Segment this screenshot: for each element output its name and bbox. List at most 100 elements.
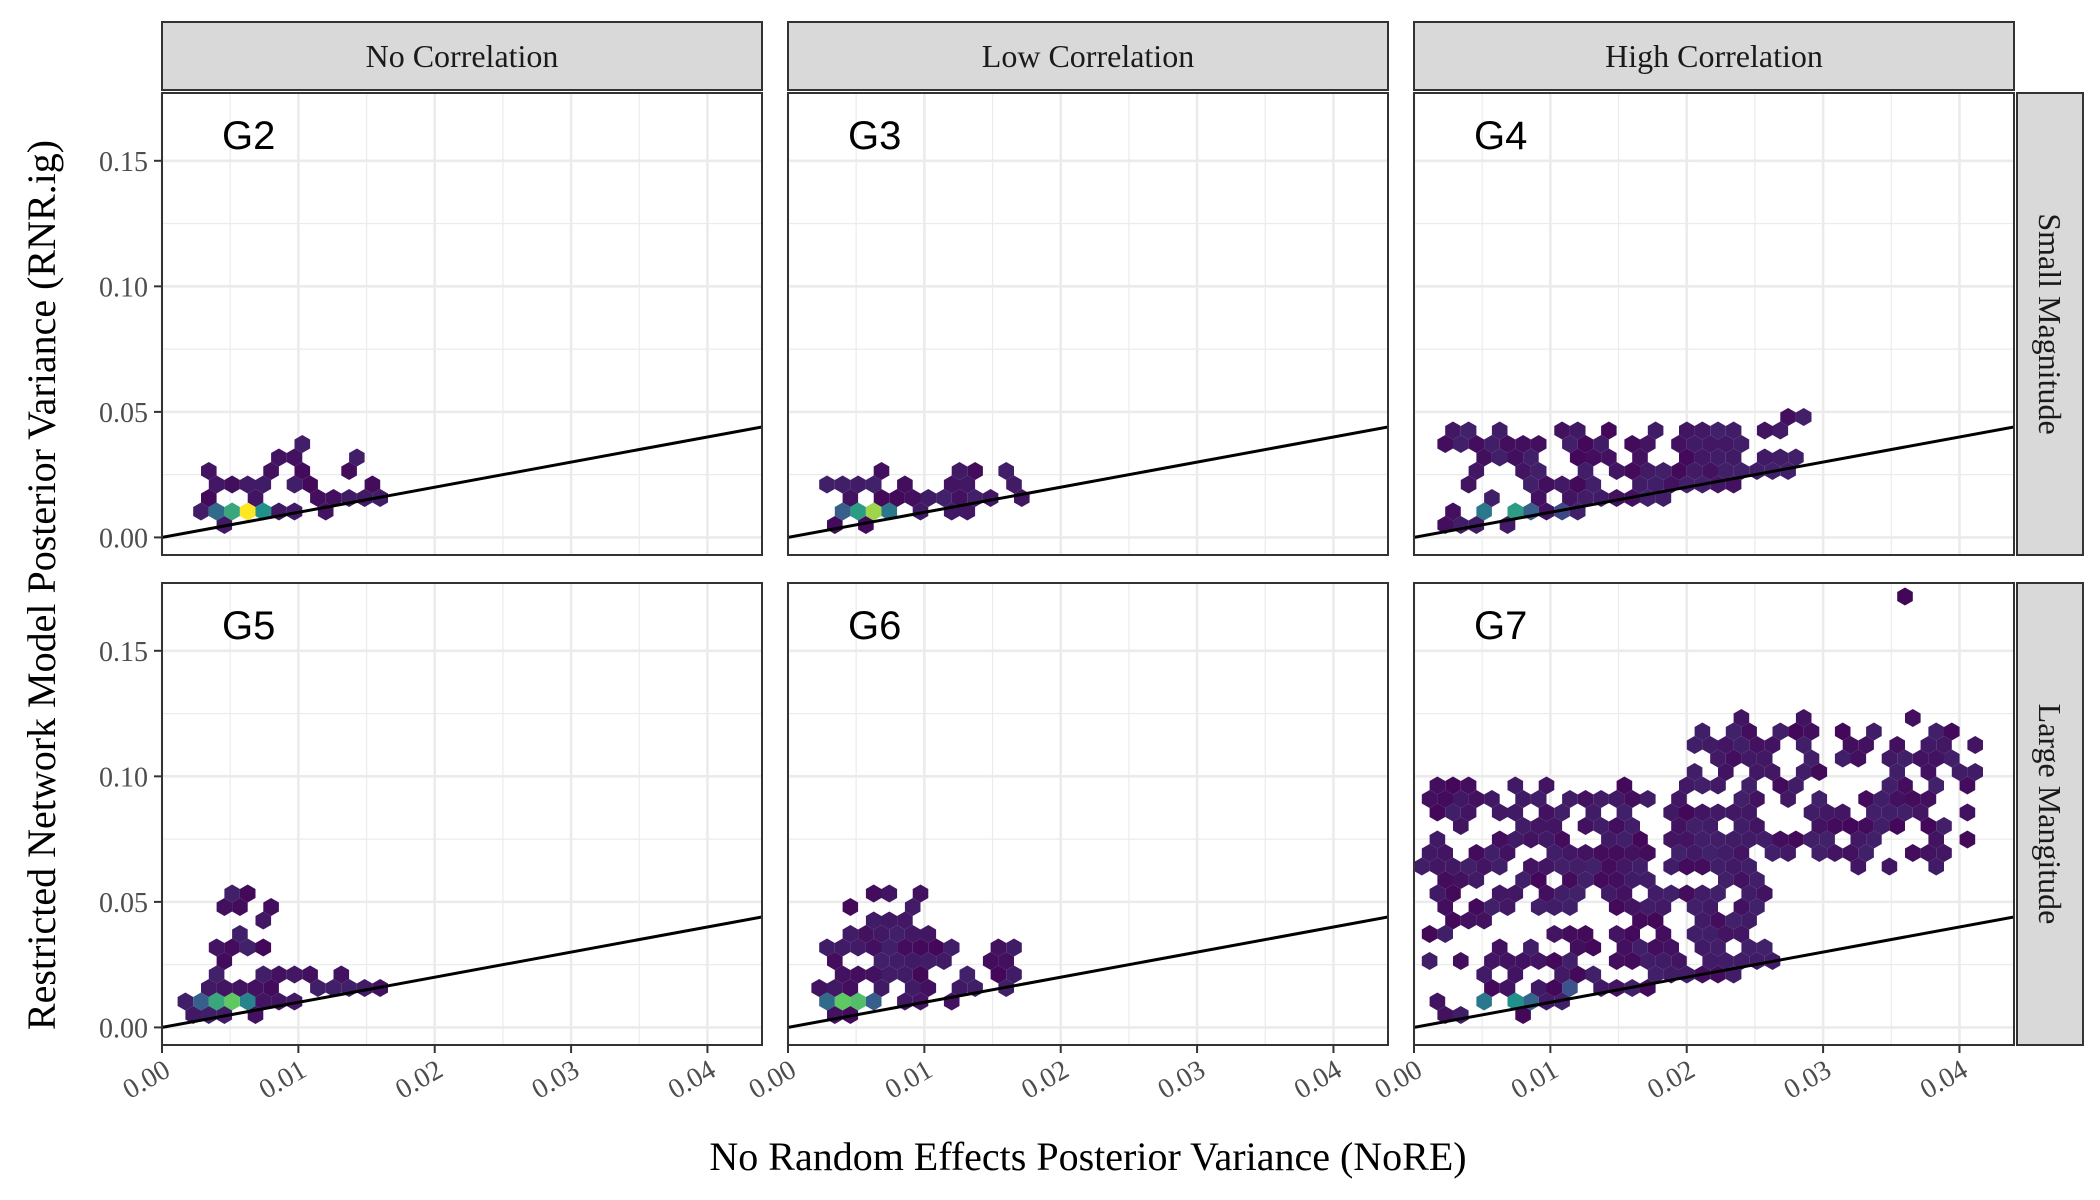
hexbin-cell: [1507, 776, 1524, 795]
hexbin-cell: [1967, 763, 1983, 781]
hexbin-cell: [1772, 421, 1789, 440]
hexbin-cell: [216, 979, 233, 997]
hexbin-cell: [1694, 830, 1711, 849]
hexbin-cell: [1834, 749, 1851, 768]
hexbin-cell: [1858, 817, 1874, 835]
identity-reference-line: [162, 915, 762, 1029]
hexbin-cell: [255, 938, 272, 957]
hexbin-cell: [1694, 776, 1711, 795]
strip-background: [787, 21, 1389, 91]
hexbin-cell: [819, 938, 835, 957]
hexbin-cell: [943, 938, 960, 957]
hexbin-cell: [865, 884, 882, 903]
hexbin-cell: [1640, 790, 1656, 808]
hexbin-cell: [1616, 857, 1633, 876]
hexbin-cell: [904, 952, 921, 970]
hexbin-cell: [1484, 844, 1500, 862]
hexbin-cell: [1538, 776, 1555, 795]
hexbin-cell: [1554, 965, 1570, 984]
hexbin-cell: [1624, 462, 1640, 480]
hexbin-cell: [201, 979, 217, 997]
hexbin-cell: [1749, 763, 1765, 781]
hexbin-cell: [1756, 421, 1773, 440]
hexbin-cell: [1445, 502, 1461, 521]
hexbin-cell: [1866, 803, 1882, 822]
hexbin-cell: [208, 992, 225, 1011]
hexbin-cell: [920, 952, 937, 970]
hexbin-cell: [310, 489, 326, 507]
hexbin-cell: [1530, 435, 1547, 453]
hexbin-cell: [1795, 763, 1812, 781]
hexbin-cell: [1640, 844, 1656, 862]
hexbin-cell: [1749, 871, 1765, 889]
hexbin-cell: [1741, 722, 1757, 741]
hexbin-cell: [1897, 803, 1913, 822]
hexbin-cell: [936, 489, 952, 507]
hexbin-cell: [271, 965, 287, 984]
hexbin-cell: [1920, 844, 1937, 862]
hexbin-cell: [1608, 790, 1625, 808]
hexbin-cell: [842, 925, 859, 943]
hexbin-cell: [1866, 722, 1882, 741]
hexbin-cell: [1608, 871, 1625, 889]
hexbin-cell: [1881, 749, 1898, 768]
hexbin-cell: [325, 979, 342, 997]
hexbin-cell: [1601, 830, 1617, 849]
hexbin-cell: [1897, 749, 1913, 768]
hexbin-cell: [310, 979, 326, 997]
hexbin-cell: [1679, 884, 1695, 903]
hexbin-cell: [1546, 979, 1563, 997]
hexbin-cell: [1710, 938, 1726, 957]
hexbin-cell: [1671, 952, 1687, 970]
hexbin-cell: [1554, 421, 1570, 440]
hexbin-cell: [1710, 857, 1726, 876]
hexbin-cell: [193, 502, 209, 521]
hexbin-cell: [881, 911, 898, 930]
hexbin-cell: [1468, 844, 1485, 862]
hexbin-cell: [1554, 884, 1570, 903]
hexbin-cell: [1671, 462, 1687, 480]
hexbin-cell: [1756, 749, 1773, 768]
hexbin-cells: [193, 435, 388, 534]
hexbin-cell: [1764, 736, 1781, 754]
hexbin-cell: [1889, 817, 1905, 835]
hexbin-cell: [1429, 776, 1446, 795]
hexbin-cell: [1834, 722, 1851, 741]
hexbin-cell: [959, 475, 976, 494]
strip-background: [161, 21, 763, 91]
hexbin-cell: [1710, 749, 1726, 768]
hexbin-cell: [1640, 435, 1656, 453]
hexbin-cell: [1632, 475, 1648, 494]
identity-reference-line: [788, 915, 1388, 1029]
hexbin-cell: [1671, 790, 1687, 808]
hexbin-cell: [1632, 830, 1648, 849]
hexbin-cell: [1554, 803, 1570, 822]
hexbin-cell: [1780, 790, 1796, 808]
panel-label: G3: [848, 114, 901, 158]
hexbin-cell: [255, 965, 272, 984]
hexbin-cell: [1788, 722, 1804, 741]
hexbin-cell: [286, 965, 303, 984]
hexbin-cell: [1484, 952, 1500, 970]
hexbin-cell: [1834, 803, 1851, 822]
hexbin-cell: [1920, 736, 1937, 754]
hexbin-cell: [1476, 965, 1492, 984]
hexbin-cell: [1780, 844, 1796, 862]
hexbin-cell: [364, 475, 381, 494]
hexbin-cell: [1686, 462, 1703, 480]
panel-g6: G6: [786, 582, 1389, 1046]
hexbin-cell: [1764, 763, 1781, 781]
hexbin-cell: [1686, 817, 1703, 835]
hexbin-cell: [912, 965, 929, 984]
hexbin-cell: [1006, 475, 1022, 494]
hexbin-cell: [1515, 871, 1531, 889]
hexbin-cells: [1414, 587, 1983, 1024]
panel-border: [1413, 582, 2015, 1046]
hexbin-cell: [1936, 736, 1952, 754]
hexbin-cell: [1569, 938, 1586, 957]
hexbin-cell: [1741, 911, 1757, 930]
hexbin-cell: [1585, 803, 1602, 822]
hexbin-cell: [1733, 736, 1750, 754]
hexbin-cell: [1530, 871, 1547, 889]
hexbin-cell: [1476, 911, 1492, 930]
